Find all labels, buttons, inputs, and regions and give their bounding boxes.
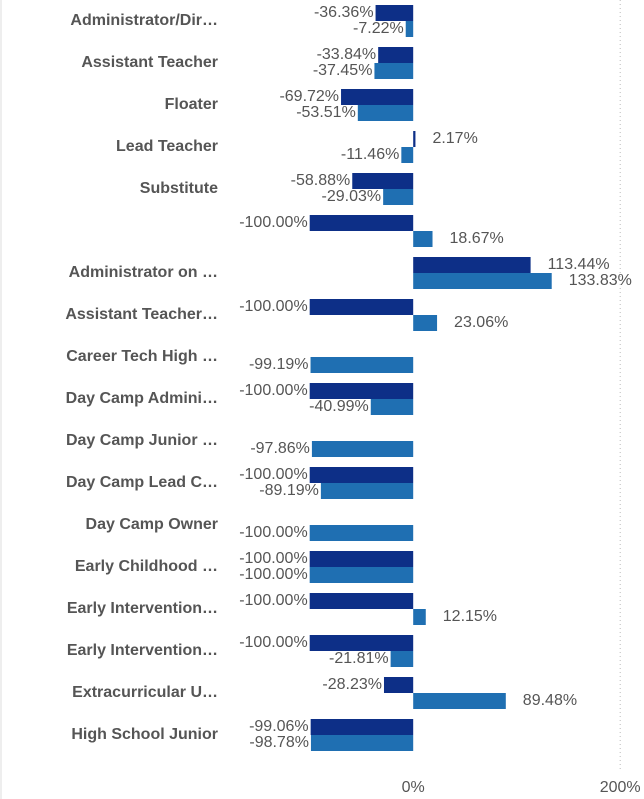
value-label: -99.19% [249,356,309,373]
bar [309,635,414,651]
bar [413,315,438,331]
value-label: -100.00% [239,634,308,651]
value-label: -53.51% [296,104,356,121]
value-label: -69.72% [279,88,339,105]
category-label: Career Tech High … [66,348,218,365]
value-label: 2.17% [432,130,477,147]
bar [352,173,414,189]
value-label: -97.86% [250,440,310,457]
category-label: Substitute [140,180,218,197]
bar [413,231,433,247]
value-label: -100.00% [239,550,308,567]
category-label: Day Camp Admini… [66,390,218,407]
value-label: -100.00% [239,592,308,609]
value-label: -100.00% [239,566,308,583]
value-label: 12.15% [443,608,497,625]
value-label: 89.48% [523,692,577,709]
bar [310,357,414,373]
bar [320,483,414,499]
bar [309,525,414,541]
value-label: -100.00% [239,466,308,483]
bar [401,147,414,163]
category-label: Floater [165,96,218,113]
value-label: -11.46% [341,146,399,163]
bar [309,467,414,483]
x-tick-label: 200% [600,779,641,796]
value-label: 113.44% [548,256,610,273]
category-label: Assistant Teacher [81,54,218,71]
value-label: -99.06% [249,718,309,735]
value-label: -98.78% [249,734,309,751]
bar [309,299,414,315]
category-label: Day Camp Junior … [66,432,218,449]
value-label: 23.06% [454,314,508,331]
value-label: -89.19% [259,482,319,499]
bar [413,693,506,709]
category-label: Early Intervention… [67,642,218,659]
category-label: Early Intervention… [67,600,218,617]
bar [357,105,414,121]
category-label: Administrator on … [69,264,218,281]
bar [413,273,552,289]
value-label: 133.83% [569,272,632,289]
bar [375,5,414,21]
category-label: Extracurricular U… [72,684,218,701]
bar [378,47,414,63]
value-label: -100.00% [239,382,308,399]
bar [383,189,414,205]
category-label: Day Camp Owner [86,516,218,533]
bar [309,551,414,567]
bar [341,89,414,105]
category-label: Early Childhood … [75,558,218,575]
category-label: Assistant Teacher… [65,306,218,323]
value-label: 18.67% [450,230,504,247]
value-label: -40.99% [309,398,369,415]
bar [309,593,414,609]
bar [413,609,426,625]
value-label: -33.84% [317,46,377,63]
value-label: -100.00% [239,214,308,231]
value-label: -21.81% [329,650,389,667]
bar [309,215,414,231]
value-label: -100.00% [239,524,308,541]
value-label: -58.88% [291,172,351,189]
bar [390,651,414,667]
value-label: -37.45% [313,62,373,79]
bar [413,257,531,273]
bar [374,63,414,79]
bar [311,441,414,457]
category-label: Day Camp Lead C… [66,474,218,491]
bar [309,567,414,583]
value-label: -100.00% [239,298,308,315]
bar [383,677,414,693]
bar [413,131,416,147]
value-label: -28.23% [322,676,382,693]
value-label: -7.22% [353,20,404,37]
category-label: Administrator/Dir… [70,12,218,29]
bar [310,735,414,751]
bar [405,21,414,37]
bar [309,383,414,399]
category-label: Lead Teacher [116,138,218,155]
value-label: -36.36% [314,4,374,21]
x-tick-label: 0% [402,779,425,796]
bar [370,399,414,415]
value-label: -29.03% [322,188,382,205]
category-label: High School Junior [71,726,218,743]
bar [310,719,414,735]
